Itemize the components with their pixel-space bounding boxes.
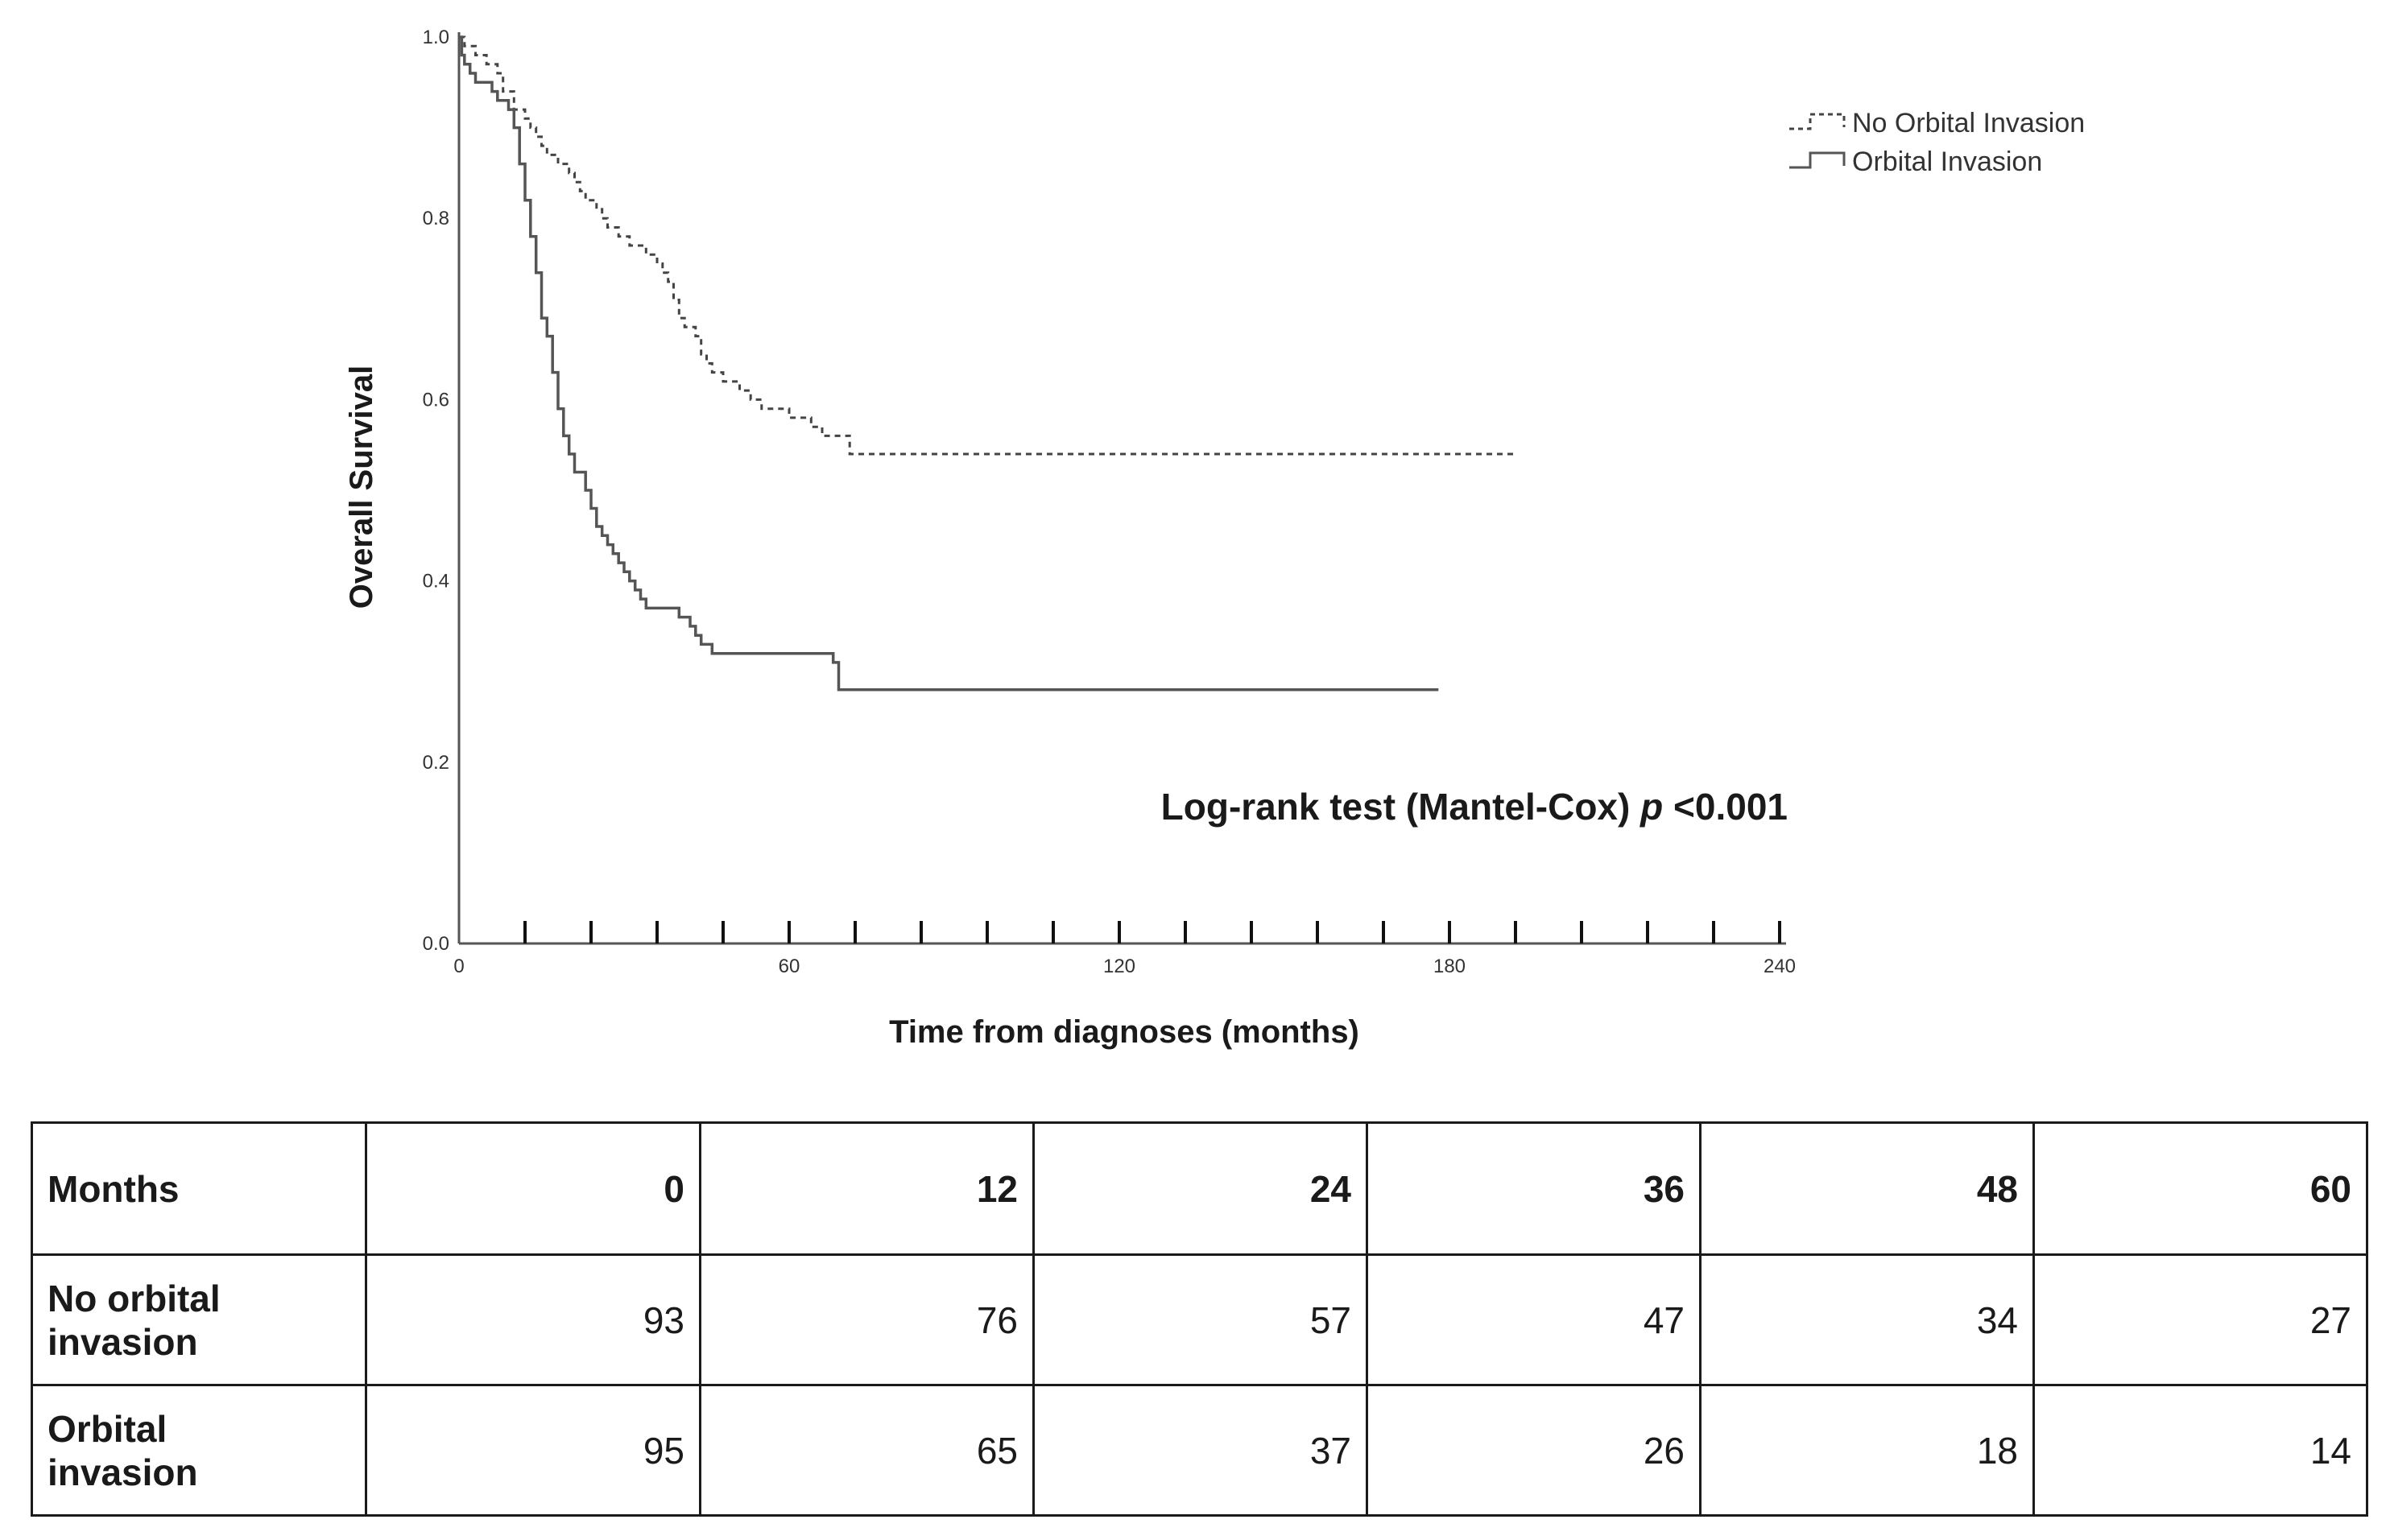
table-cell: 93: [365, 1253, 701, 1386]
table-cell: 47: [1366, 1253, 1702, 1386]
table-header-row: Months 0 12 24 36 48 60: [31, 1121, 2368, 1256]
legend-label: No Orbital Invasion: [1852, 108, 2085, 138]
x-tick-label: 240: [1764, 956, 1796, 977]
x-tick-label: 60: [779, 956, 800, 977]
x-axis-title: Time from diagnoses (months): [889, 1014, 1359, 1050]
y-tick-label: 0.6: [423, 389, 449, 411]
plot-area: 0 60 120 180 240 0.0 0.2 0.4 0.6 0.8 1.0: [423, 27, 1796, 977]
row-label: Orbital invasion: [31, 1384, 367, 1517]
y-tick-label: 1.0: [423, 27, 449, 48]
x-tick-label: 180: [1433, 956, 1466, 977]
y-tick-label: 0.4: [423, 571, 449, 592]
kaplan-meier-chart: 0 60 120 180 240 0.0 0.2 0.4 0.6 0.8 1.0 No Orbita…: [344, 27, 2085, 1050]
table-cell: 34: [1699, 1253, 2035, 1386]
table-cell: 26: [1366, 1384, 1702, 1517]
month-cell: 36: [1366, 1121, 1702, 1256]
table-cell: 95: [365, 1384, 701, 1517]
y-tick-label: 0.2: [423, 752, 449, 774]
legend-label: Orbital Invasion: [1852, 147, 2042, 177]
y-tick-label: 0.0: [423, 933, 449, 955]
table-cell: 65: [699, 1384, 1035, 1517]
row-label: No orbital invasion: [31, 1253, 367, 1386]
log-rank-annotation: Log-rank test (Mantel-Cox) p <0.001: [1161, 786, 1788, 828]
x-tick-label: 120: [1103, 956, 1135, 977]
month-cell: 0: [365, 1121, 701, 1256]
legend-swatch: [1789, 113, 1846, 130]
y-tick-label: 0.8: [423, 208, 449, 229]
table-row: No orbital invasion 93 76 57 47 34 27: [31, 1253, 2368, 1386]
table-cell: 57: [1032, 1253, 1368, 1386]
table-cell: 27: [2032, 1253, 2368, 1386]
number-at-risk-table: Months 0 12 24 36 48 60 No orbital invasi…: [31, 1121, 2368, 1517]
months-header: Months: [31, 1121, 367, 1256]
table-cell: 18: [1699, 1384, 2035, 1517]
table-cell: 37: [1032, 1384, 1368, 1517]
y-axis-title: Overall Survival: [344, 365, 379, 609]
table-row: Orbital invasion 95 65 37 26 18 14: [31, 1384, 2368, 1517]
month-cell: 12: [699, 1121, 1035, 1256]
legend: No Orbital Invasion Orbital Invasion: [1789, 108, 2085, 177]
month-cell: 48: [1699, 1121, 2035, 1256]
table-cell: 14: [2032, 1384, 2368, 1517]
month-cell: 24: [1032, 1121, 1368, 1256]
orbital-invasion-curve: [459, 35, 1439, 692]
table-cell: 76: [699, 1253, 1035, 1386]
month-cell: 60: [2032, 1121, 2368, 1256]
x-tick-label: 0: [453, 956, 464, 977]
no-orbital-invasion-curve: [459, 35, 1515, 456]
legend-swatch: [1789, 151, 1846, 169]
